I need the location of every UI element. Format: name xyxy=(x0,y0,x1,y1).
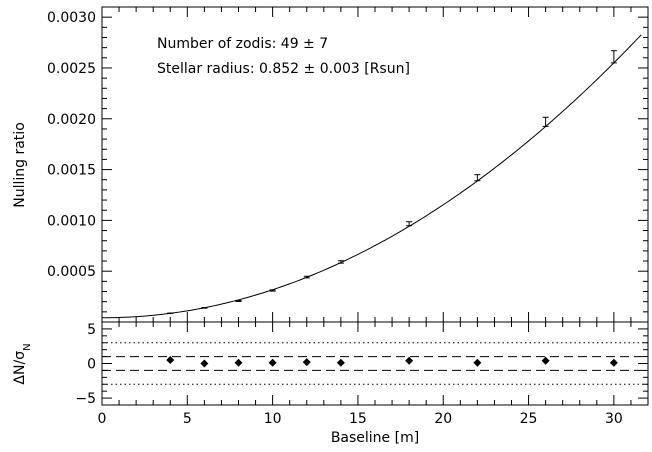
y-axis-label-bottom: ΔN/σN xyxy=(12,343,33,384)
annotation-zodis: Number of zodis: 49 ± 7 xyxy=(157,36,328,52)
error-bar xyxy=(474,174,481,182)
error-bar xyxy=(303,275,310,279)
y-tick-label-bottom: 0 xyxy=(87,357,96,373)
residual-diamond xyxy=(268,358,277,367)
reference-lines xyxy=(102,342,648,385)
y-axis-label-top: Nulling ratio xyxy=(12,122,28,208)
y-tick-label-top: 0.0020 xyxy=(47,112,96,128)
residual-diamond xyxy=(200,359,209,368)
bottom-plot-frame xyxy=(101,321,649,406)
residual-diamond xyxy=(166,356,175,365)
x-axis-label: Baseline [m] xyxy=(331,430,419,446)
error-bar xyxy=(269,289,276,292)
annotation-stellar-radius: Stellar radius: 0.852 ± 0.003 [Rsun] xyxy=(157,61,410,77)
y-tick-label-top: 0.0025 xyxy=(47,61,96,77)
residual-diamond xyxy=(609,358,618,367)
top-panel: 0.0005 0.0010 0.0015 0.0020 0.0025 0.0030 Num… xyxy=(12,6,649,323)
residual-diamond xyxy=(405,356,414,365)
x-tick-label: 30 xyxy=(605,411,623,427)
y-tick-label-bottom: −5 xyxy=(75,391,96,407)
error-bar xyxy=(542,116,549,127)
residual-diamond xyxy=(302,358,311,367)
top-plot-frame xyxy=(101,6,649,323)
x-tick-label: 0 xyxy=(98,411,107,427)
measurement-points xyxy=(167,50,617,314)
error-bar xyxy=(610,50,617,64)
residual-diamond xyxy=(234,358,243,367)
top-axes: 0.0005 0.0010 0.0015 0.0020 0.0025 0.0030 xyxy=(47,6,648,322)
y-tick-label-top: 0.0030 xyxy=(47,10,96,26)
fit-curve-line xyxy=(102,34,642,319)
residual-diamond xyxy=(336,358,345,367)
x-tick-label: 10 xyxy=(264,411,282,427)
x-tick-label: 15 xyxy=(349,411,367,427)
error-bar xyxy=(406,221,413,227)
residual-diamond xyxy=(473,358,482,367)
y-tick-label-top: 0.0010 xyxy=(47,213,96,229)
x-tick-label: 5 xyxy=(183,411,192,427)
x-tick-label: 25 xyxy=(520,411,538,427)
x-tick-label: 20 xyxy=(434,411,452,427)
error-bar xyxy=(235,299,242,302)
residual-points xyxy=(166,356,618,368)
error-bar xyxy=(337,260,344,264)
y-tick-label-top: 0.0005 xyxy=(47,264,96,280)
residual-diamond xyxy=(541,356,550,365)
error-bar xyxy=(201,307,208,309)
y-tick-label-bottom: 5 xyxy=(87,322,96,338)
y-tick-label-top: 0.0015 xyxy=(47,163,96,179)
